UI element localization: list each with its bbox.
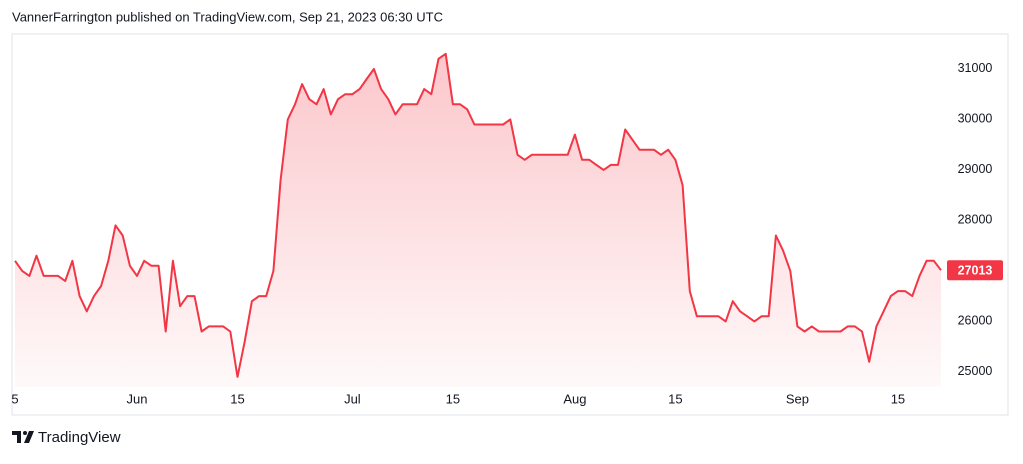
x-tick-label: Aug [563,391,586,406]
y-tick-label: 30000 [958,112,993,126]
brand-logo [12,431,34,443]
x-tick-label: 15 [668,391,682,406]
x-tick-label: 15 [891,391,905,406]
x-tick-label: 15 [446,391,460,406]
y-tick-label: 28000 [958,213,993,227]
last-price-box [947,260,1003,281]
x-tick-label: 5 [11,391,18,406]
y-tick-label: 25000 [958,364,993,378]
price-line [14,52,942,378]
x-tick-label: 15 [230,391,244,406]
brand-name: TradingView [38,429,121,446]
y-tick-label: 31000 [958,61,993,75]
y-tick-label: 26000 [958,314,993,328]
y-tick-label: 29000 [958,162,993,176]
last-price-label: 27013 [958,264,993,278]
chart-frame [11,33,1009,416]
x-tick-label: Sep [786,391,809,406]
x-tick-label: Jun [127,391,148,406]
x-tick-label: Jul [344,391,361,406]
chart-title: VannerFarrington published on TradingVie… [12,9,443,24]
area-fill [15,53,941,388]
